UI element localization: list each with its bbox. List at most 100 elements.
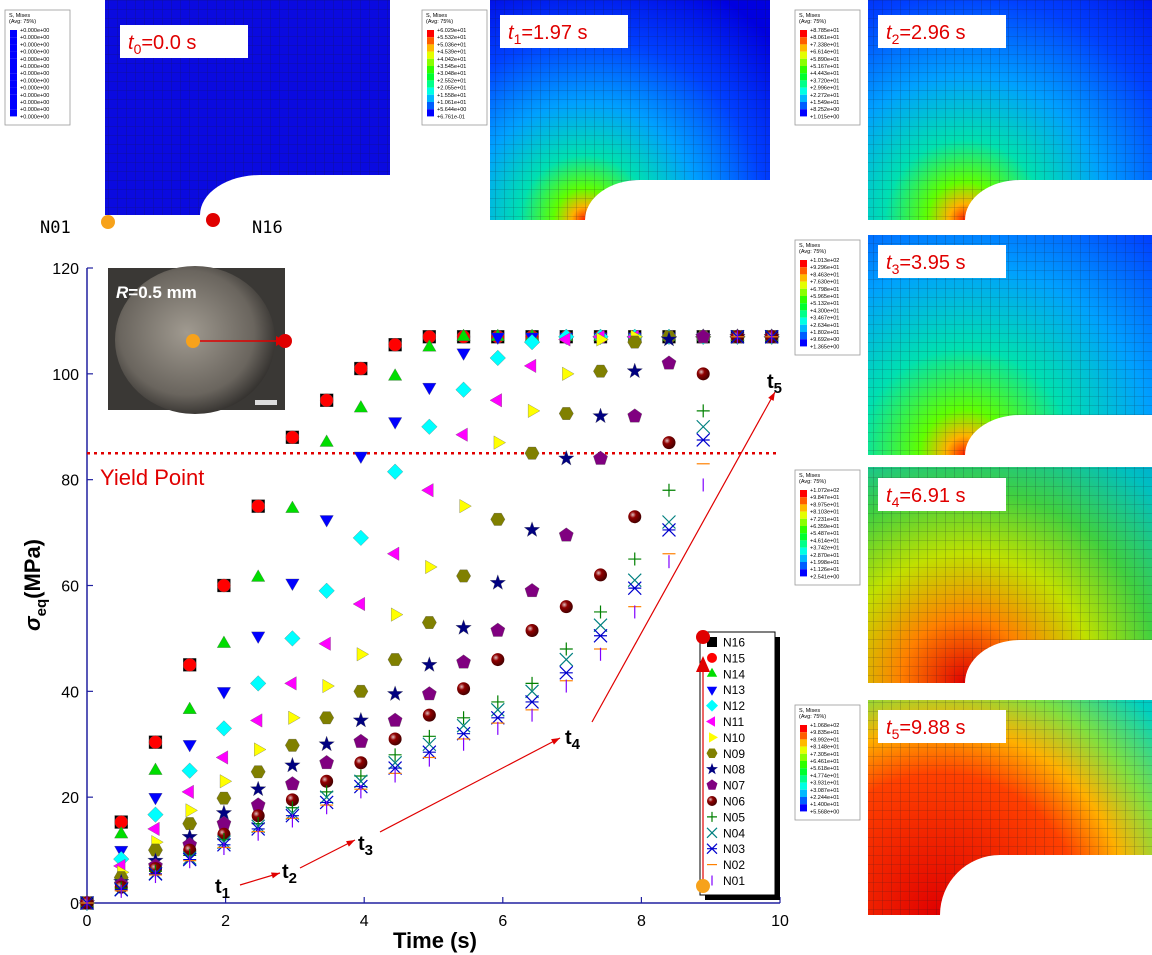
time-index: 3 [892, 261, 900, 277]
marker [251, 570, 265, 582]
time-index: 4 [892, 494, 900, 510]
key-swatch [800, 332, 807, 339]
key-swatch [427, 80, 434, 87]
node-dot [186, 334, 200, 348]
marker [628, 582, 641, 595]
key-swatch [427, 66, 434, 73]
marker [285, 739, 299, 751]
key-swatch [800, 80, 807, 87]
page: {"chart_data": {"type": "scatter", "xlab… [0, 0, 1152, 955]
key-value: +2.541e+00 [810, 574, 839, 580]
annotation-index: 3 [365, 842, 373, 859]
time-rest: =6.91 s [899, 485, 965, 507]
key-swatch [10, 52, 17, 59]
annotation-arrowhead [551, 738, 560, 745]
node-dot [696, 879, 710, 893]
marker [217, 816, 231, 830]
key-swatch [800, 775, 807, 782]
marker [423, 730, 436, 743]
marker [354, 400, 368, 412]
key-swatch [800, 310, 807, 317]
time-rest: =2.96 s [899, 22, 965, 44]
annotation: t3 [358, 833, 373, 859]
key-swatch [10, 37, 17, 44]
key-value: +6.614e+01 [810, 50, 839, 56]
marker [149, 736, 162, 749]
key-subtitle: (Avg: 75%) [799, 479, 826, 485]
key-swatch [10, 44, 17, 51]
marker [183, 702, 197, 714]
legend-label: N10 [723, 731, 745, 745]
marker [250, 714, 262, 728]
key-swatch [800, 497, 807, 504]
marker [251, 766, 265, 778]
marker [285, 757, 300, 772]
marker [662, 436, 675, 449]
key-value: +1.549e+01 [810, 100, 839, 106]
x-tick-label: 6 [498, 913, 507, 930]
key-swatch [800, 797, 807, 804]
marker [707, 653, 717, 663]
legend-label: N09 [723, 747, 745, 761]
key-value: +7.231e+01 [810, 517, 839, 523]
marker [422, 616, 436, 628]
marker [182, 785, 194, 799]
key-value: +3.931e+01 [810, 781, 839, 787]
key-value: +0.000e+00 [20, 64, 49, 70]
key-swatch [427, 59, 434, 66]
key-value: +9.835e+01 [810, 730, 839, 736]
marker [252, 500, 265, 513]
marker [425, 560, 437, 574]
legend-label: N02 [723, 858, 745, 872]
key-swatch [800, 555, 807, 562]
key-swatch [427, 95, 434, 102]
key-swatch [10, 59, 17, 66]
marker [562, 367, 574, 381]
marker [186, 804, 198, 818]
marker [389, 338, 402, 351]
y-tick-label: 120 [52, 261, 79, 278]
key-value: +1.802e+01 [810, 330, 839, 336]
key-value: +9.692e+00 [810, 337, 839, 343]
marker [182, 763, 198, 779]
marker [250, 781, 265, 796]
marker [490, 350, 506, 366]
key-value: +2.996e+01 [810, 86, 839, 92]
marker [319, 712, 333, 724]
x-tick-label: 2 [221, 913, 230, 930]
key-value: +1.061e+01 [437, 100, 466, 106]
marker [323, 679, 335, 693]
key-value: +1.998e+01 [810, 560, 839, 566]
y-tick-label: 40 [61, 684, 79, 701]
node-dot [206, 213, 220, 227]
marker [216, 751, 228, 765]
key-swatch [427, 44, 434, 51]
key-value: +5.644e+00 [437, 107, 466, 113]
key-swatch [10, 95, 17, 102]
legend-label: N13 [723, 683, 745, 697]
marker [526, 624, 539, 637]
key-swatch [800, 783, 807, 790]
marker [526, 695, 539, 708]
key-swatch [800, 526, 807, 533]
marker [560, 600, 573, 613]
key-swatch [800, 52, 807, 59]
key-value: +5.568e+00 [810, 809, 839, 815]
key-value: +0.000e+00 [20, 107, 49, 113]
key-value: +3.742e+01 [810, 546, 839, 552]
marker [319, 583, 335, 599]
marker [216, 721, 232, 737]
key-swatch [800, 519, 807, 526]
marker [593, 408, 608, 423]
key-value: +0.000e+00 [20, 86, 49, 92]
key-value: +0.000e+00 [20, 93, 49, 99]
key-value: +2.634e+01 [810, 323, 839, 329]
key-swatch [800, 88, 807, 95]
marker [285, 631, 301, 647]
key-value: +0.000e+00 [20, 114, 49, 120]
marker [560, 643, 573, 656]
node-label: N01 [40, 218, 71, 238]
key-swatch [800, 504, 807, 511]
key-swatch [800, 318, 807, 325]
key-value: +4.300e+01 [810, 308, 839, 314]
